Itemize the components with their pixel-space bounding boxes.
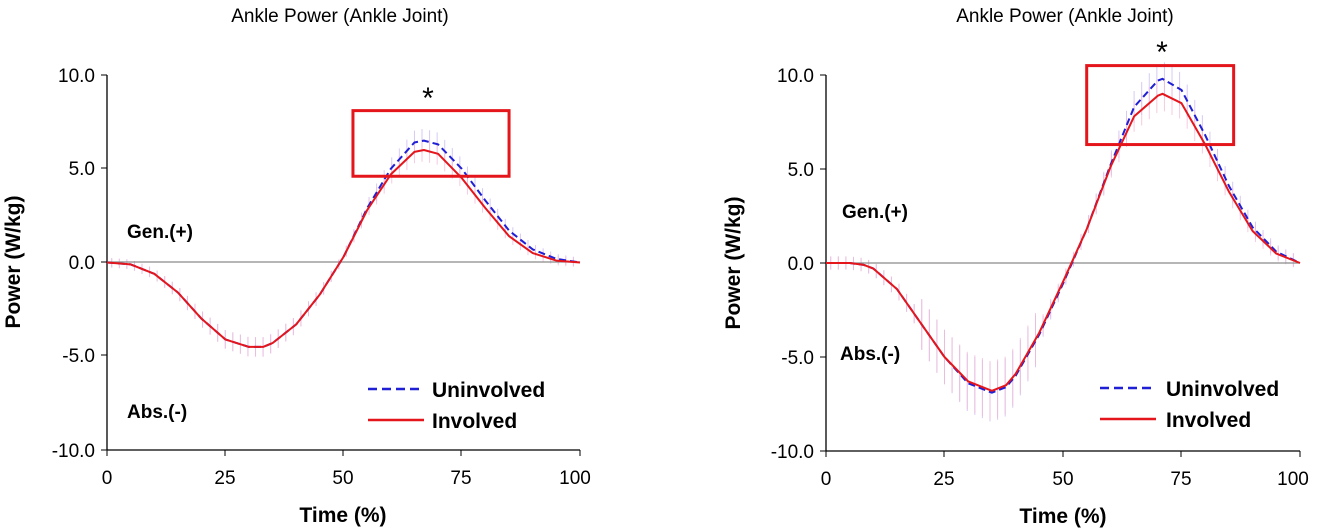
chart-2-xtick-label: 50 bbox=[1052, 469, 1073, 490]
chart-2-highlight-box bbox=[1085, 64, 1236, 147]
chart-1-ytick-label: 5.0 bbox=[69, 159, 95, 180]
chart-2-ytick-label: -5.0 bbox=[781, 348, 814, 369]
chart-1-generation-label: Gen.(+) bbox=[127, 222, 193, 243]
chart-2-legend-label-uninvolved: Uninvolved bbox=[1166, 378, 1279, 401]
chart-1-ytick-label: 0.0 bbox=[69, 253, 95, 274]
chart-2-x-axis-label: Time (%) bbox=[1019, 505, 1106, 528]
chart-2-ytick-label: 0.0 bbox=[788, 254, 814, 275]
chart-1-highlight-box bbox=[351, 109, 511, 178]
chart-1-xtick-label: 50 bbox=[332, 468, 353, 489]
chart-2-significance-marker: * bbox=[1156, 36, 1168, 69]
series-line-involved bbox=[826, 92, 1301, 392]
chart-1-ytick-label: -10.0 bbox=[52, 441, 95, 462]
chart-1-legend-label-uninvolved: Uninvolved bbox=[432, 379, 545, 402]
chart-1-x-axis-label: Time (%) bbox=[299, 504, 386, 527]
chart-2-absorption-label: Abs.(-) bbox=[840, 344, 900, 365]
chart-2-error-bands bbox=[830, 62, 1294, 422]
chart-2-xtick-label: 25 bbox=[933, 469, 954, 490]
chart-1-xtick-label: 0 bbox=[102, 468, 113, 489]
chart-2-xtick-label: 100 bbox=[1277, 469, 1309, 490]
chart-1-legend-label-involved: Involved bbox=[432, 410, 517, 433]
chart-1-series-lines bbox=[106, 139, 581, 348]
chart-1-ytick-label: 10.0 bbox=[58, 66, 95, 87]
chart-2-xtick-label: 75 bbox=[1170, 469, 1191, 490]
chart-1-xtick-label: 25 bbox=[214, 468, 235, 489]
chart-panel-1: Ankle Power (Ankle Joint) 10.0 5.0 0.0 -… bbox=[2, 6, 591, 527]
chart-1-title: Ankle Power (Ankle Joint) bbox=[231, 6, 449, 27]
chart-2-xtick-label: 0 bbox=[821, 469, 832, 490]
chart-2-ytick-label: -10.0 bbox=[771, 442, 814, 463]
chart-2-legend: Uninvolved Involved bbox=[1100, 378, 1279, 432]
chart-1-ytick-label: -5.0 bbox=[62, 346, 95, 367]
chart-panel-2: Ankle Power (Ankle Joint) 10.0 5.0 0.0 -… bbox=[722, 6, 1309, 528]
chart-1-xtick-label: 75 bbox=[450, 468, 471, 489]
chart-1-absorption-label: Abs.(-) bbox=[127, 402, 187, 423]
chart-2-title: Ankle Power (Ankle Joint) bbox=[956, 6, 1174, 27]
chart-1-legend: Uninvolved Involved bbox=[368, 379, 545, 433]
chart-2-generation-label: Gen.(+) bbox=[842, 202, 908, 223]
chart-2-series-lines bbox=[826, 77, 1301, 394]
chart-2-ytick-label: 5.0 bbox=[788, 160, 814, 181]
chart-1-y-axis-label: Power (W/kg) bbox=[2, 195, 25, 328]
chart-1-xtick-label: 100 bbox=[559, 468, 591, 489]
chart-2-ytick-label: 10.0 bbox=[777, 66, 814, 87]
chart-1-significance-marker: * bbox=[422, 82, 434, 115]
chart-2-legend-label-involved: Involved bbox=[1166, 409, 1251, 432]
series-line-involved bbox=[106, 149, 581, 348]
chart-2-y-axis-label: Power (W/kg) bbox=[722, 196, 745, 329]
